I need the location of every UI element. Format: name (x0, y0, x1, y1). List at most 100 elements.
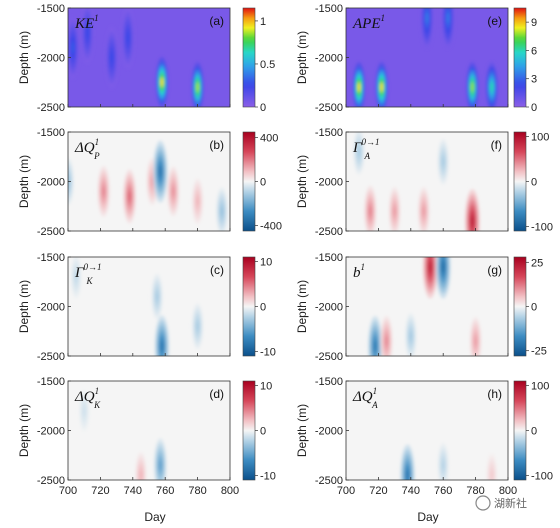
panel-f-cbtick-label-1: 0 (531, 177, 537, 189)
panel-g-colorbar (513, 256, 527, 357)
panel-d-xtick-label-3: 760 (156, 485, 174, 497)
panel-c-variable-label: Γ0→1 K (74, 262, 102, 286)
panel-h-ytick-label-1: -2000 (315, 426, 343, 438)
watermark-text: 湖新社 (494, 496, 527, 510)
panel-a-cbtick-label-0: 1 (260, 16, 266, 28)
panel-g-cbtick-label-0: 25 (531, 257, 543, 269)
panel-d-ytick-label-0: -1500 (37, 376, 65, 388)
panel-c-feature-2-level-5 (74, 272, 78, 282)
panel-d-cbtick-label-0: 10 (260, 381, 272, 393)
panel-f: -1500 -2000 -2500 Depth (m) Γ0→1 A (f) 100 0 -100 (295, 127, 553, 238)
panel-h-cbtick-label-2: -100 (531, 471, 553, 483)
panel-a: -1500 -2000 -2500 Depth (m) KE1 (a) 1 0.5 0 (17, 3, 275, 114)
panel-d-feature-1-level-5 (139, 470, 143, 480)
panel-b-letter: (b) (209, 138, 224, 152)
panel-d-ytick-label-1: -2000 (37, 426, 65, 438)
panel-a-letter: (a) (209, 14, 224, 28)
panel-h-cbtick-label-1: 0 (531, 426, 537, 438)
panel-e-ylabel: Depth (m) (295, 31, 309, 84)
panel-f-feature-5-level-5 (441, 157, 445, 167)
x-axis-label-left: Day (144, 510, 165, 524)
panel-e-feature-3-level-5 (446, 11, 450, 24)
panel-d-xtick-label-5: 800 (221, 485, 239, 497)
panel-g-ytick-label-1: -2000 (315, 302, 343, 314)
panel-d-xtick-label-0: 700 (59, 485, 77, 497)
x-axis-label-right: Day (417, 510, 438, 524)
panel-e-cbtick-label-1: 6 (531, 45, 537, 57)
panel-b-ytick-label-0: -1500 (37, 127, 65, 139)
panel-a-ytick-label-2: -2500 (37, 102, 65, 114)
panel-a-ytick-label-0: -1500 (37, 3, 65, 15)
panel-a-feature-2-level-5 (110, 51, 114, 64)
panel-c: -1500 -2000 -2500 Depth (m) Γ0→1 K (c) 10 0 -10 (17, 252, 276, 363)
panel-d-ylabel: Depth (m) (17, 404, 31, 457)
panel-b-feature-5-level-5 (158, 165, 163, 178)
panel-f-variable-label: Γ0→1 A (352, 137, 380, 161)
panel-c-feature-3-level-5 (196, 321, 200, 331)
panel-a-feature-5-level-5 (196, 82, 200, 93)
panel-f-feature-1-level-5 (393, 206, 397, 217)
panel-f-letter: (f) (491, 138, 502, 152)
panel-c-ytick-label-0: -1500 (37, 252, 65, 264)
panel-f-ytick-label-2: -2500 (315, 226, 343, 238)
panel-a-feature-1-level-5 (85, 26, 89, 39)
panel-c-feature-0-level-5 (160, 340, 164, 353)
panel-b-ytick-label-2: -2500 (37, 226, 65, 238)
panel-e: -1500 -2000 -2500 Depth (m) APE1 (e) 9 6 3 0 (295, 3, 537, 114)
panel-b-colorbar (242, 131, 256, 232)
panel-b-feature-4-level-5 (196, 196, 200, 206)
panel-b-cbtick-label-2: -400 (260, 221, 282, 233)
panel-a-ytick-label-1: -2000 (37, 53, 65, 65)
panel-b-feature-0-level-5 (102, 186, 106, 197)
panel-e-cbtick-label-0: 9 (531, 17, 537, 29)
panel-d-colorbar (242, 380, 256, 481)
panel-g-feature-0-level-5 (428, 260, 432, 273)
panel-a-variable-label: KE1 (74, 13, 99, 32)
panel-g-feature-3-level-5 (385, 336, 388, 347)
panel-h-ytick-label-2: -2500 (315, 475, 343, 487)
panel-g-cbtick-label-1: 0 (531, 302, 537, 314)
panel-d-field (68, 381, 230, 480)
panel-a-feature-3-level-5 (126, 31, 130, 44)
panel-h-feature-2-level-5 (490, 470, 494, 480)
panel-h-ylabel: Depth (m) (295, 404, 309, 457)
panel-a-cbtick-label-1: 0.5 (260, 59, 275, 71)
panel-d-xtick-label-1: 720 (91, 485, 109, 497)
panel-h-feature-0-level-5 (405, 469, 410, 480)
panel-g: -1500 -2000 -2500 Depth (m) b1 (g) 25 0 -25 (295, 252, 547, 363)
panel-d-variable-label: ΔQ1 K (74, 386, 101, 410)
panel-f-ytick-label-1: -2000 (315, 177, 343, 189)
panel-g-cbtick-label-2: -25 (531, 346, 547, 358)
panel-h-cbtick-label-0: 100 (531, 381, 549, 393)
panel-b-feature-7-level-5 (220, 206, 224, 216)
panel-g-feature-4-level-5 (474, 336, 478, 346)
panel-c-ylabel: Depth (m) (17, 280, 31, 333)
panel-a-ylabel: Depth (m) (17, 31, 31, 84)
panel-e-feature-0-level-5 (357, 82, 361, 93)
panel-h-ytick-label-0: -1500 (315, 376, 343, 388)
panel-d-xtick-label-4: 780 (188, 485, 206, 497)
panel-d-feature-0-level-5 (158, 459, 162, 471)
panel-b-ylabel: Depth (m) (17, 155, 31, 208)
panel-h-field (346, 381, 508, 480)
panel-c-colorbar (242, 256, 256, 357)
panel-c-field (68, 257, 230, 356)
panel-e-feature-5-level-5 (490, 82, 494, 93)
panel-g-letter: (g) (487, 263, 502, 277)
panel-h-xtick-label-5: 800 (499, 485, 517, 497)
panel-d-cbtick-label-1: 0 (260, 426, 266, 438)
panel-a-cbtick-label-2: 0 (260, 102, 266, 114)
panel-g-feature-1-level-5 (441, 260, 445, 273)
panel-e-feature-4-level-5 (470, 82, 474, 93)
panel-h-colorbar (513, 380, 527, 481)
panel-g-ytick-label-0: -1500 (315, 252, 343, 264)
panel-e-feature-1-level-5 (380, 82, 384, 93)
panel-f-feature-2-level-5 (422, 206, 426, 217)
panel-f-ytick-label-0: -1500 (315, 127, 343, 139)
panel-b-ytick-label-1: -2000 (37, 177, 65, 189)
panel-d-cbtick-label-2: -10 (260, 471, 276, 483)
panel-c-ytick-label-1: -2000 (37, 302, 65, 314)
